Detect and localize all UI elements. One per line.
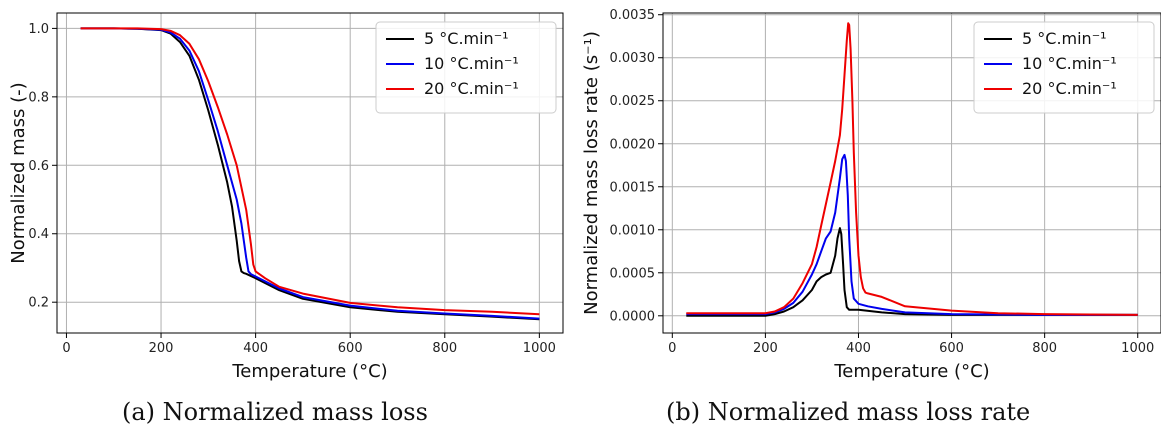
y-tick-label: 0.2 (28, 296, 49, 311)
y-tick-label: 0.0030 (610, 51, 656, 66)
x-axis-label: Temperature (°C) (231, 361, 387, 382)
series-line-2 (80, 27, 540, 316)
legend-label: 5 °C.min⁻¹ (424, 29, 509, 48)
legend-label: 5 °C.min⁻¹ (1022, 29, 1107, 48)
caption-a: (a) Normalized mass loss (122, 398, 428, 426)
y-tick-label: 0.8 (28, 90, 49, 105)
y-tick-label: 0.0015 (610, 180, 656, 195)
y-tick-label: 1.0 (28, 22, 49, 37)
y-tick-label: 0.0020 (610, 137, 656, 152)
y-axis-label: Normalized mass loss rate (s⁻¹) (581, 31, 602, 315)
legend-label: 20 °C.min⁻¹ (424, 79, 519, 98)
x-axis-label: Temperature (°C) (833, 361, 989, 382)
x-tick-label: 1000 (1121, 341, 1154, 356)
x-tick-label: 0 (668, 341, 676, 356)
plot-b: 0 200 400 600 800 1000 0.0000 0.0005 0.0010 0.001… (581, 8, 1161, 382)
legend-label: 10 °C.min⁻¹ (424, 54, 519, 73)
legend-label: 20 °C.min⁻¹ (1022, 79, 1117, 98)
caption-b: (b) Normalized mass loss rate (666, 398, 1031, 426)
axes-frame (662, 12, 1161, 334)
y-tick-label: 0.4 (28, 227, 49, 242)
x-tick-label: 1000 (523, 341, 556, 356)
legend-box (973, 21, 1155, 114)
series-line-0 (686, 227, 1138, 317)
axes-frame (56, 12, 564, 334)
x-tick-label: 600 (338, 341, 363, 356)
x-tick-label: 800 (432, 341, 457, 356)
plot-a: 0 200 400 600 800 1000 0.2 0.4 0.6 0.8 1.0 Temperat… (8, 12, 564, 382)
x-tick-label: 200 (753, 341, 778, 356)
series-line-2 (686, 22, 1138, 316)
x-tick-label: 600 (939, 341, 964, 356)
x-tick-label: 800 (1032, 341, 1057, 356)
y-tick-label: 0.0005 (610, 266, 656, 281)
y-tick-label: 0.6 (28, 159, 49, 174)
series-line-1 (80, 27, 540, 320)
x-tick-label: 400 (846, 341, 871, 356)
y-axis-label: Normalized mass (-) (8, 82, 29, 263)
y-tick-label: 0.0000 (610, 309, 656, 324)
y-tick-label: 0.0010 (610, 223, 656, 238)
x-tick-label: 400 (243, 341, 268, 356)
x-tick-label: 200 (149, 341, 174, 356)
y-tick-label: 0.0025 (610, 94, 656, 109)
legend-box (375, 21, 557, 114)
y-tick-label: 0.0035 (610, 8, 656, 23)
x-tick-label: 0 (62, 341, 70, 356)
legend-label: 10 °C.min⁻¹ (1022, 54, 1117, 73)
series-line-1 (686, 153, 1138, 316)
